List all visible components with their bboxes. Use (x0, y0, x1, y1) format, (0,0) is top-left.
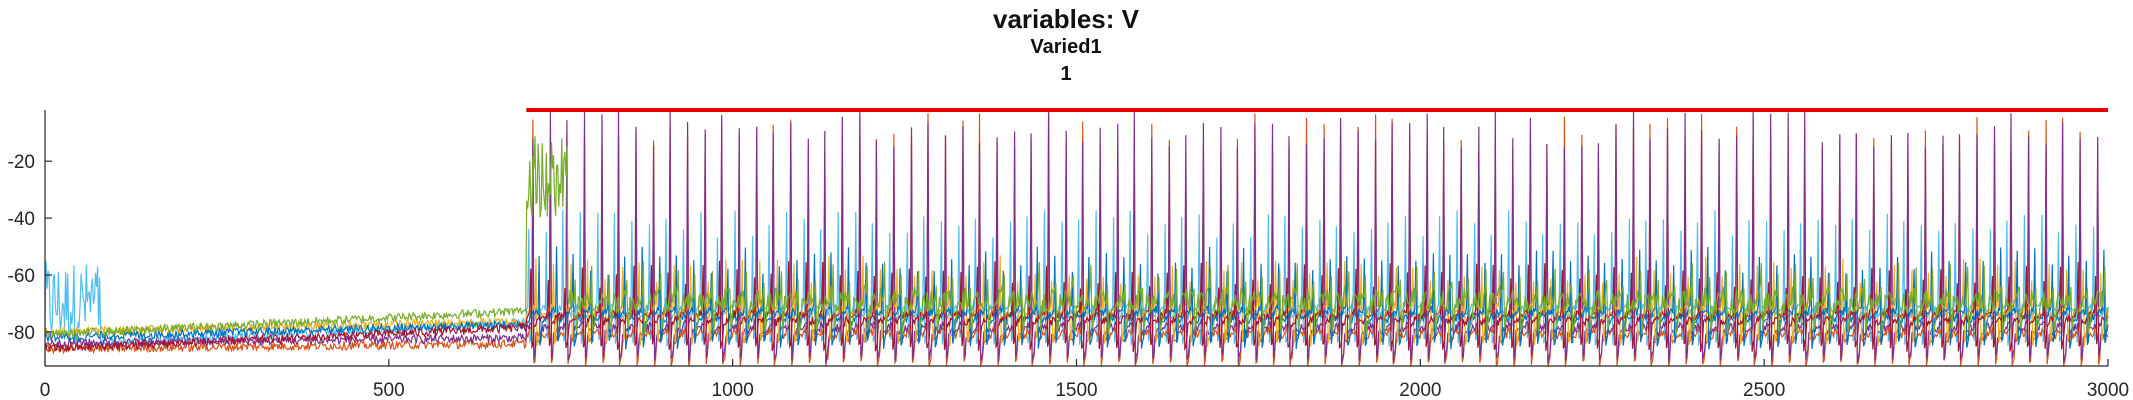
series-line (44, 136, 2109, 340)
series-line (44, 113, 2109, 368)
y-tick-label: -60 (8, 266, 35, 287)
y-tick-label: -40 (8, 209, 35, 230)
x-tick-label: 2500 (1743, 380, 1785, 400)
series-lines (44, 109, 2109, 368)
plot-area (44, 108, 2109, 368)
x-tick-label: 1000 (712, 380, 754, 400)
x-tick-label: 0 (40, 380, 51, 400)
series-line (44, 246, 2109, 350)
y-ticks: -20 -40 -60 -80 (8, 152, 52, 344)
x-tick-label: 500 (373, 380, 405, 400)
chart-subtitle: Varied1 (1030, 36, 1101, 58)
x-ticks: 0 500 1000 1500 2000 2500 3000 (40, 359, 2129, 400)
x-tick-label: 1500 (1055, 380, 1097, 400)
chart-subtitle-2: 1 (1060, 63, 1071, 85)
chart-title: variables: V (993, 4, 1140, 34)
y-tick-label: -20 (8, 152, 35, 173)
y-tick-label: -80 (8, 323, 35, 344)
x-tick-label: 2000 (1399, 380, 1441, 400)
x-tick-label: 3000 (2087, 380, 2129, 400)
